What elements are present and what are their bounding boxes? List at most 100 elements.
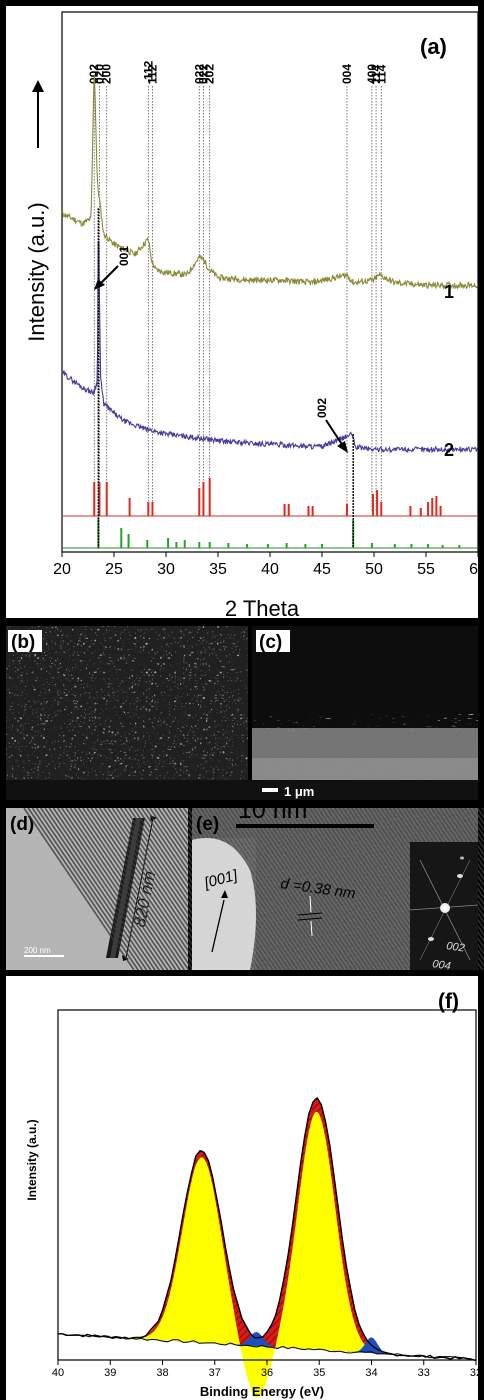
- lattice-fringe: [23, 807, 135, 971]
- peak-index-label: 022: [196, 64, 210, 84]
- ref-red-peak: [208, 478, 211, 516]
- xrd-x-tick-label: 20: [53, 561, 71, 578]
- lattice-fringe: [27, 807, 139, 971]
- peak-index-label: 112: [145, 64, 159, 84]
- ref-red-peak: [427, 502, 430, 516]
- ref-green-peak: [227, 543, 230, 548]
- peak-index-label: 202: [203, 64, 217, 84]
- series-1-label: 1: [444, 282, 454, 302]
- lattice-fringe: [464, 807, 484, 838]
- ref-red-peak: [435, 496, 438, 516]
- xrd-x-tick-label: 35: [209, 561, 227, 578]
- panel-b-label: (b): [11, 632, 35, 653]
- scalebar-10nm-label: 10 nm: [238, 796, 307, 824]
- lattice-fringe: [77, 807, 190, 971]
- ref-red-peak: [105, 482, 108, 516]
- lattice-fringe: [56, 807, 169, 971]
- xrd-x-axis-title: 2 Theta: [225, 596, 300, 621]
- lattice-fringe: [35, 807, 148, 971]
- panel-b-sem-top-view: [6, 626, 248, 780]
- ref-green-peak: [146, 540, 149, 548]
- panel-f-label: (f): [438, 990, 459, 1013]
- ref-green-peak: [304, 544, 307, 548]
- ref-green-peak: [246, 544, 249, 548]
- xps-x-tick-label: 32: [470, 1367, 482, 1379]
- fft-label-002: 002: [446, 940, 466, 954]
- peak-index-label: 400: [365, 64, 379, 84]
- annotation-002-arrowhead: [337, 441, 348, 453]
- ref-red-peak: [287, 504, 290, 516]
- panel-e-hrtem-lattice: [23, 807, 484, 971]
- peak-index-label: 002: [87, 64, 101, 84]
- label-c-box: [256, 630, 290, 652]
- ref-red-peak: [419, 508, 422, 516]
- ref-green-peak: [410, 544, 413, 548]
- lattice-fringe: [48, 807, 160, 971]
- ref-green-peak: [458, 545, 461, 548]
- peak-index-label: 114: [374, 64, 388, 84]
- xps-x-tick-label: 39: [104, 1367, 116, 1379]
- xrd-x-tick-label: 25: [105, 561, 123, 578]
- xps-yellow-component: [58, 1111, 476, 1398]
- ref-red-peak: [151, 502, 154, 516]
- panel-a-background: [6, 6, 478, 618]
- xps-blue-component: [58, 1332, 476, 1360]
- xps-envelope-line: [58, 1096, 477, 1362]
- xps-x-tick-label: 34: [365, 1367, 377, 1379]
- ref-red-peak: [380, 502, 383, 516]
- panel-f-xps-chart: 40 39 38 37 36 35 34 33 32: [52, 1009, 482, 1398]
- ref-red-peak: [439, 506, 442, 516]
- peak-index-label: -112: [141, 60, 155, 84]
- ref-red-peak: [93, 482, 96, 516]
- lattice-fringe: [40, 807, 152, 971]
- ref-green-peak: [370, 543, 373, 548]
- xrd-y-axis-title: Intensity (a.u.): [24, 202, 49, 341]
- ref-green-peak: [175, 542, 178, 548]
- panel-c-label: (c): [259, 632, 282, 653]
- ref-red-peak: [307, 506, 310, 516]
- lattice-fringe: [94, 807, 207, 971]
- ref-green-peak: [167, 538, 170, 548]
- ref-red-peak: [98, 482, 101, 516]
- xps-x-tick-label: 33: [418, 1367, 430, 1379]
- scalebar-200nm-label: 200 nm: [24, 946, 51, 955]
- ref-green-peak: [208, 542, 211, 548]
- lattice-fringe: [69, 807, 181, 971]
- xps-x-tick-label: 40: [52, 1367, 64, 1379]
- panel-a-label: (a): [420, 34, 447, 59]
- series-2-label: 2: [444, 440, 454, 460]
- ref-red-peak: [409, 506, 412, 516]
- xrd-x-tick-label: 45: [313, 561, 331, 578]
- ref-green-peak: [198, 542, 201, 548]
- lattice-fringe: [90, 807, 202, 971]
- lattice-fringe: [65, 807, 177, 971]
- ref-green-peak: [285, 543, 288, 548]
- lattice-fringe: [98, 807, 211, 971]
- series-2-curve: [61, 240, 479, 454]
- ref-red-peak: [147, 502, 150, 516]
- panel-e-label: (e): [196, 814, 219, 835]
- lattice-fringe: [86, 807, 198, 971]
- lattice-fringe: [460, 807, 484, 844]
- peak-index-label: 020: [92, 64, 106, 84]
- xps-y-axis-title: Intensity (a.u.): [25, 1119, 39, 1200]
- peak-index-label: 114: [369, 64, 383, 84]
- xps-x-tick-label: 37: [209, 1367, 221, 1379]
- ref-red-peak: [283, 504, 286, 516]
- lattice-fringe: [61, 807, 173, 971]
- ref-green-peak: [393, 544, 396, 548]
- ref-red-peak: [198, 488, 201, 516]
- scalebar-1um-label: 1 μm: [284, 784, 314, 799]
- xrd-x-tick-label: 55: [417, 561, 435, 578]
- ref-green-peak: [183, 540, 186, 548]
- peak-index-label: 200: [100, 64, 114, 84]
- xps-x-tick-label: 36: [261, 1367, 273, 1379]
- ref-red-peak: [376, 490, 379, 516]
- lattice-fringe: [52, 807, 165, 971]
- annotation-002-label: 002: [315, 398, 329, 418]
- ref-red-peak: [431, 498, 434, 516]
- ref-green-peak: [120, 528, 123, 548]
